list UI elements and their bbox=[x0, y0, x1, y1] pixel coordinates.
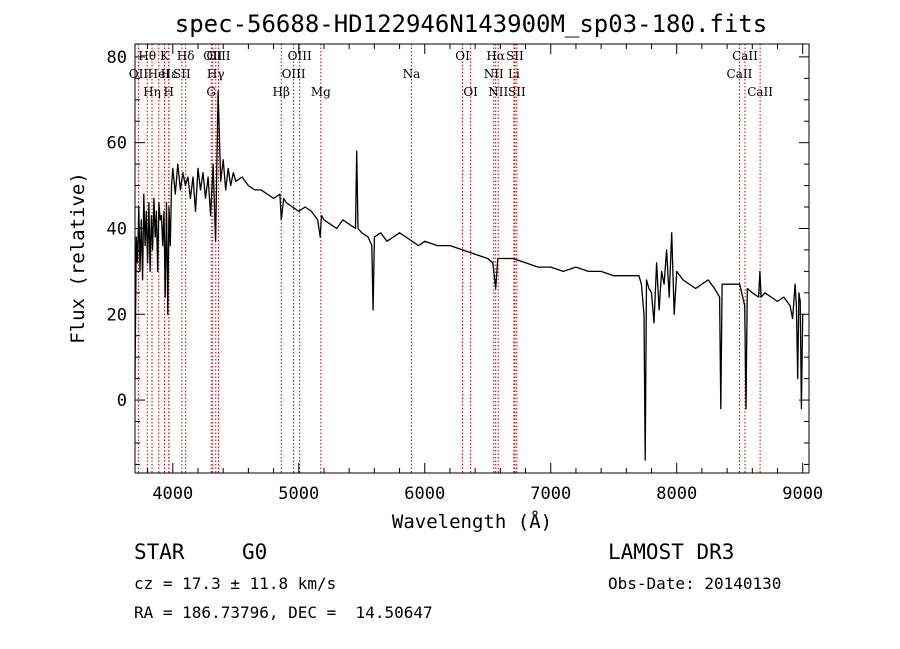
reference-line-label-19: OI bbox=[463, 85, 478, 99]
reference-line-label-10: OII bbox=[203, 49, 223, 63]
reference-line-label-12: OIII bbox=[206, 49, 230, 63]
plot-frame bbox=[134, 43, 810, 474]
x-tick-label-2: 6000 bbox=[404, 484, 445, 504]
y-tick-label-4: 80 bbox=[107, 48, 127, 68]
reference-line-label-28: CaII bbox=[747, 85, 773, 99]
reference-line-label-25: SII bbox=[508, 85, 526, 99]
y-tick-label-2: 40 bbox=[107, 219, 127, 239]
observation-date: Obs-Date: 20140130 bbox=[608, 574, 782, 593]
reference-line-label-5: Hε bbox=[161, 67, 178, 81]
reference-line-label-24: SII bbox=[506, 49, 524, 63]
reference-line-label-18: OI bbox=[455, 49, 470, 63]
reference-line-label-21: Hα bbox=[486, 49, 505, 63]
y-tick-label-1: 20 bbox=[107, 305, 127, 325]
y-tick-label-3: 60 bbox=[107, 134, 127, 154]
y-tick-label-0: 0 bbox=[117, 391, 127, 411]
spectrum-line bbox=[134, 90, 804, 461]
reference-line-label-6: H bbox=[164, 85, 174, 99]
reference-line-label-20: NII bbox=[484, 67, 504, 81]
reference-line-label-11: Hγ bbox=[207, 67, 225, 81]
reference-lines bbox=[137, 44, 761, 473]
reference-line-label-27: CaII bbox=[732, 49, 758, 63]
x-tick-label-4: 8000 bbox=[656, 484, 697, 504]
reference-line-label-4: K bbox=[160, 49, 170, 63]
object-class: STAR bbox=[134, 540, 185, 564]
x-tick-label-5: 9000 bbox=[782, 484, 823, 504]
reference-line-label-9: G bbox=[206, 85, 216, 99]
reference-line-label-15: OIII bbox=[288, 49, 312, 63]
y-axis-label: Flux (relative) bbox=[67, 172, 89, 344]
x-tick-label-3: 7000 bbox=[530, 484, 571, 504]
x-tick-label-1: 5000 bbox=[278, 484, 319, 504]
reference-line-label-26: CaII bbox=[727, 67, 753, 81]
redshift-value: cz = 17.3 ± 11.8 km/s bbox=[134, 574, 337, 593]
survey-name: LAMOST DR3 bbox=[608, 540, 735, 564]
reference-line-label-3: HeI bbox=[148, 67, 171, 81]
reference-line-labels: OII Hθ Hη HeI K Hε H SII Hδ G OII Hγ OIII Hβ OIII OIII M… bbox=[129, 49, 774, 99]
reference-line-label-14: OIII bbox=[282, 67, 306, 81]
x-axis-label: Wavelength (Å) bbox=[392, 510, 552, 533]
reference-line-label-8: Hδ bbox=[177, 49, 195, 63]
reference-line-label-13: Hβ bbox=[273, 85, 290, 99]
reference-line-label-23: Li bbox=[508, 67, 520, 81]
reference-line-label-2: Hη bbox=[143, 85, 161, 99]
reference-line-label-17: Na bbox=[403, 67, 421, 81]
chart-title: spec-56688-HD122946N143900M_sp03-180.fit… bbox=[175, 10, 767, 38]
axis-ticks: 4000 5000 6000 7000 8000 9000 0 20 40 60 80 bbox=[107, 44, 823, 504]
reference-line-label-16: Mg bbox=[311, 85, 331, 99]
reference-line-label-1: Hθ bbox=[138, 49, 156, 63]
reference-line-label-7: SII bbox=[173, 67, 191, 81]
reference-line-label-22: NII bbox=[488, 85, 508, 99]
x-tick-label-0: 4000 bbox=[152, 484, 193, 504]
coordinates: RA = 186.73796, DEC = 14.50647 bbox=[134, 603, 433, 622]
reference-line-label-0: OII bbox=[129, 67, 149, 81]
object-subclass: G0 bbox=[242, 540, 268, 564]
